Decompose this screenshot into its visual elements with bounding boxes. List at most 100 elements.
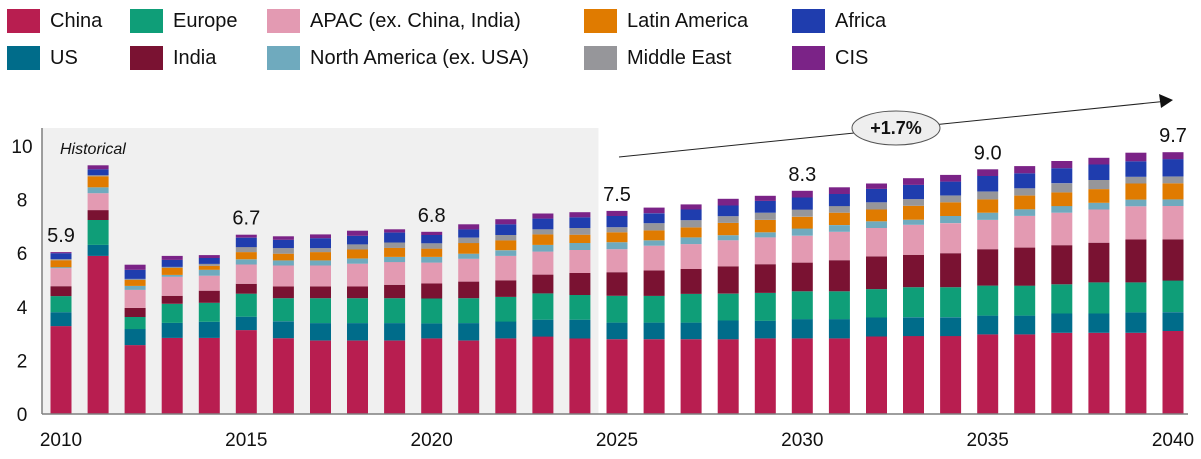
bar-segment-china-2040 xyxy=(1162,330,1184,414)
bar-segment-middle-east-2030 xyxy=(791,209,813,217)
total-label-2025: 7.5 xyxy=(603,184,631,206)
bar-segment-apac-ex-china-india-2028 xyxy=(717,240,739,267)
bar-segment-europe-2032 xyxy=(866,289,887,318)
bar-segment-china-2039 xyxy=(1125,332,1147,414)
bar-segment-middle-east-2021 xyxy=(458,237,480,244)
bar-segment-india-2019 xyxy=(384,284,406,299)
bar-stack-2034 xyxy=(940,174,962,414)
bar-stack-2023 xyxy=(532,213,554,414)
bar-segment-us-2035 xyxy=(977,315,999,335)
bar-segment-china-2017 xyxy=(310,340,331,414)
bar-segment-africa-2027 xyxy=(680,209,702,221)
bar-segment-africa-2038 xyxy=(1088,164,1110,180)
bar-segment-europe-2028 xyxy=(717,293,739,321)
bar-segment-us-2037 xyxy=(1051,313,1073,333)
bar-segment-china-2018 xyxy=(347,340,368,414)
bar-segment-middle-east-2032 xyxy=(866,202,887,210)
bar-segment-europe-2040 xyxy=(1162,280,1184,313)
total-label-2030: 8.3 xyxy=(788,164,816,186)
bar-segment-africa-2037 xyxy=(1051,168,1073,184)
bar-segment-apac-ex-china-india-2012 xyxy=(124,289,146,308)
bar-stack-2025 xyxy=(606,210,628,414)
bar-segment-europe-2037 xyxy=(1051,284,1073,314)
legend-label: APAC (ex. China, India) xyxy=(310,9,521,32)
bar-segment-apac-ex-china-india-2040 xyxy=(1162,206,1184,240)
bar-segment-middle-east-2024 xyxy=(569,228,591,235)
x-tick-label: 2035 xyxy=(967,430,1009,451)
bar-segment-north-america-ex-usa-2014 xyxy=(198,269,220,276)
bar-segment-middle-east-2040 xyxy=(1162,176,1184,184)
bar-segment-india-2040 xyxy=(1162,239,1184,281)
bar-segment-middle-east-2027 xyxy=(680,220,702,228)
y-tick-label: 2 xyxy=(17,351,28,372)
bar-segment-china-2016 xyxy=(272,338,294,414)
bar-segment-cis-2011 xyxy=(87,165,109,170)
bar-stack-2019 xyxy=(384,229,406,414)
bar-segment-apac-ex-china-india-2019 xyxy=(384,262,406,285)
bar-segment-africa-2020 xyxy=(421,235,443,244)
bar-segment-us-2024 xyxy=(569,319,591,339)
bar-segment-latin-america-2033 xyxy=(903,205,924,220)
bar-segment-middle-east-2035 xyxy=(977,191,999,200)
bar-segment-europe-2031 xyxy=(828,291,850,320)
legend-item-north-america: North America (ex. USA) xyxy=(267,46,529,70)
bar-segment-africa-2039 xyxy=(1125,161,1147,177)
bar-stack-2022 xyxy=(495,219,517,414)
bar-segment-middle-east-2028 xyxy=(717,216,739,223)
cagr-badge xyxy=(851,110,941,146)
bar-segment-latin-america-2018 xyxy=(347,249,368,259)
bar-segment-us-2027 xyxy=(680,322,702,340)
bar-segment-north-america-ex-usa-2036 xyxy=(1014,209,1036,216)
bar-segment-europe-2013 xyxy=(161,303,183,323)
bar-segment-middle-east-2029 xyxy=(754,212,776,220)
bar-segment-north-america-ex-usa-2034 xyxy=(940,215,962,224)
y-tick-label: 4 xyxy=(17,298,28,319)
total-label-2035: 9.0 xyxy=(974,142,1002,164)
bar-segment-india-2020 xyxy=(421,283,443,299)
bar-segment-north-america-ex-usa-2016 xyxy=(272,260,294,266)
bar-segment-us-2010 xyxy=(50,312,72,327)
bar-segment-middle-east-2011 xyxy=(87,175,109,177)
legend-swatch-north-america xyxy=(267,46,300,70)
bar-segment-europe-2010 xyxy=(50,296,72,313)
bar-segment-latin-america-2017 xyxy=(310,252,331,261)
bar-segment-africa-2011 xyxy=(87,169,109,176)
bar-segment-apac-ex-china-india-2027 xyxy=(680,244,702,269)
bar-segment-apac-ex-china-india-2035 xyxy=(977,220,999,250)
bar-segment-middle-east-2014 xyxy=(198,263,220,266)
bar-segment-europe-2030 xyxy=(791,291,813,320)
bar-segment-europe-2036 xyxy=(1014,285,1036,316)
arrow-head-icon xyxy=(1159,94,1173,108)
bar-segment-europe-2038 xyxy=(1088,282,1110,314)
bar-segment-europe-2022 xyxy=(495,296,517,322)
bar-segment-north-america-ex-usa-2018 xyxy=(347,258,368,264)
bar-segment-cis-2012 xyxy=(124,264,146,270)
bar-segment-china-2035 xyxy=(977,334,999,414)
bar-segment-north-america-ex-usa-2033 xyxy=(903,219,924,225)
legend-label: US xyxy=(50,46,78,69)
bar-segment-middle-east-2018 xyxy=(347,244,368,250)
bar-segment-china-2033 xyxy=(903,336,924,414)
y-tick-label: 0 xyxy=(17,405,28,426)
bar-segment-india-2021 xyxy=(458,281,480,299)
bar-segment-north-america-ex-usa-2030 xyxy=(791,228,813,236)
bar-segment-china-2012 xyxy=(124,345,146,414)
bar-segment-china-2029 xyxy=(754,338,776,414)
x-tick-label: 2025 xyxy=(596,430,638,451)
bar-segment-latin-america-2026 xyxy=(643,230,665,241)
bar-stack-2011 xyxy=(87,165,109,414)
bar-segment-us-2032 xyxy=(866,317,887,337)
bar-segment-apac-ex-china-india-2026 xyxy=(643,245,665,271)
bar-stack-2016 xyxy=(272,236,294,414)
bar-segment-africa-2034 xyxy=(940,181,962,196)
bar-segment-china-2021 xyxy=(458,340,480,414)
bar-segment-cis-2039 xyxy=(1125,152,1147,162)
bar-stack-2031 xyxy=(828,187,850,414)
bar-segment-india-2012 xyxy=(124,307,146,317)
bar-segment-us-2034 xyxy=(940,317,962,337)
bar-segment-north-america-ex-usa-2029 xyxy=(754,232,776,238)
bar-segment-us-2023 xyxy=(532,319,554,337)
bar-segment-us-2030 xyxy=(791,319,813,339)
bar-segment-africa-2023 xyxy=(532,218,554,230)
